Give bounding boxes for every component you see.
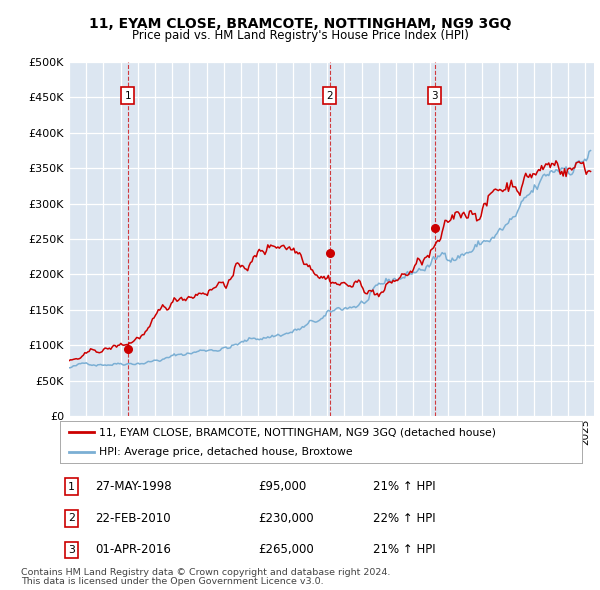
Text: HPI: Average price, detached house, Broxtowe: HPI: Average price, detached house, Brox… [99, 447, 353, 457]
Text: 21% ↑ HPI: 21% ↑ HPI [373, 480, 436, 493]
Text: 11, EYAM CLOSE, BRAMCOTE, NOTTINGHAM, NG9 3GQ: 11, EYAM CLOSE, BRAMCOTE, NOTTINGHAM, NG… [89, 17, 511, 31]
Text: 27-MAY-1998: 27-MAY-1998 [95, 480, 172, 493]
Text: 3: 3 [431, 91, 438, 100]
Text: 1: 1 [124, 91, 131, 100]
Text: 01-APR-2016: 01-APR-2016 [95, 543, 172, 556]
Text: £265,000: £265,000 [259, 543, 314, 556]
Text: £230,000: £230,000 [259, 512, 314, 525]
Text: 3: 3 [68, 545, 75, 555]
Text: 22% ↑ HPI: 22% ↑ HPI [373, 512, 436, 525]
Text: 2: 2 [68, 513, 75, 523]
Text: 22-FEB-2010: 22-FEB-2010 [95, 512, 171, 525]
Text: Price paid vs. HM Land Registry's House Price Index (HPI): Price paid vs. HM Land Registry's House … [131, 30, 469, 42]
Text: 11, EYAM CLOSE, BRAMCOTE, NOTTINGHAM, NG9 3GQ (detached house): 11, EYAM CLOSE, BRAMCOTE, NOTTINGHAM, NG… [99, 427, 496, 437]
Text: 21% ↑ HPI: 21% ↑ HPI [373, 543, 436, 556]
Text: 2: 2 [326, 91, 333, 100]
Text: This data is licensed under the Open Government Licence v3.0.: This data is licensed under the Open Gov… [21, 577, 323, 586]
Text: 1: 1 [68, 481, 75, 491]
Text: £95,000: £95,000 [259, 480, 307, 493]
Text: Contains HM Land Registry data © Crown copyright and database right 2024.: Contains HM Land Registry data © Crown c… [21, 568, 391, 576]
